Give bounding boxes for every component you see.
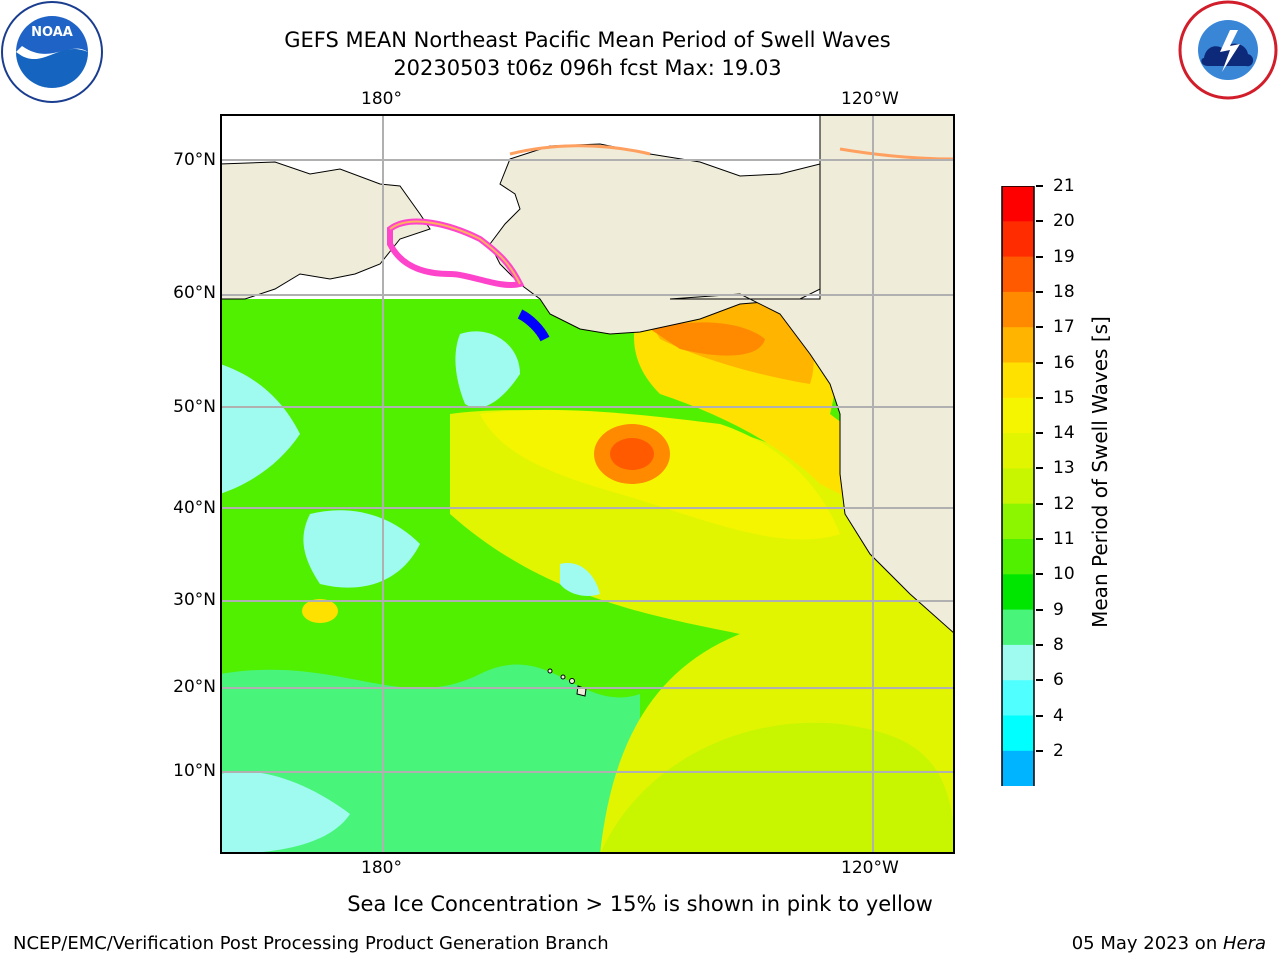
lon-label-bottom-120w: 120°W	[841, 858, 899, 878]
map-frame	[220, 114, 955, 854]
chart-subtitle: 20230503 t06z 096h fcst Max: 19.03	[393, 56, 782, 80]
colorbar-tick-mark	[1036, 714, 1043, 717]
lat-label-10n: 10°N	[173, 761, 216, 781]
lat-label-20n: 20°N	[173, 677, 216, 697]
colorbar-segment	[1002, 503, 1034, 540]
ice-note: Sea Ice Concentration > 15% is shown in …	[0, 892, 1280, 916]
colorbar-segment	[1002, 539, 1034, 575]
nws-logo	[1176, 0, 1280, 104]
colorbar-tick-mark	[1036, 255, 1043, 258]
colorbar-label: Mean Period of Swell Waves [s]	[1088, 316, 1112, 628]
field-period-18	[650, 322, 765, 356]
lon-label-bottom-180: 180°	[361, 858, 402, 878]
colorbar-tick-label: 2	[1053, 740, 1064, 761]
colorbar-tick-label: 6	[1053, 670, 1064, 691]
colorbar-tick-label: 21	[1053, 176, 1075, 196]
field-period-16-spot	[302, 599, 338, 623]
colorbar-segment	[1002, 574, 1034, 611]
lat-label-30n: 30°N	[173, 590, 216, 610]
colorbar-tick-label: 9	[1053, 599, 1064, 620]
colorbar-tick-label: 18	[1053, 281, 1075, 302]
chart-title: GEFS MEAN Northeast Pacific Mean Period …	[284, 28, 891, 52]
colorbar-segment	[1002, 291, 1034, 328]
colorbar-segment	[1002, 362, 1034, 399]
colorbar-tick-label: 16	[1053, 352, 1075, 373]
sea-ice-blue-patch	[517, 309, 550, 342]
land-siberia	[220, 161, 431, 300]
colorbar-segment	[1002, 680, 1034, 716]
svg-text:NOAA: NOAA	[31, 25, 73, 40]
colorbar-svg	[1000, 185, 1036, 851]
colorbar-tick-mark	[1036, 467, 1043, 470]
colorbar-tick-label: 4	[1053, 705, 1064, 726]
field-period-9-west	[220, 364, 300, 494]
field-period-19-core	[610, 438, 654, 470]
machine-name: Hera	[1222, 933, 1266, 954]
map-panel	[220, 114, 955, 854]
sea-ice-edge-bering-outer	[389, 220, 521, 285]
date-line: 05 May 2023 on Hera	[1072, 933, 1266, 954]
colorbar-tick-label: 8	[1053, 634, 1064, 655]
colorbar-tick-label: 12	[1053, 493, 1075, 514]
colorbar-tick-label: 20	[1053, 211, 1075, 232]
credit-line: NCEP/EMC/Verification Post Processing Pr…	[13, 933, 609, 954]
colorbar-segment	[1002, 468, 1034, 505]
colorbar-tick-mark	[1036, 432, 1043, 435]
colorbar-segment	[1002, 644, 1034, 681]
field-period-9-patch	[560, 563, 600, 596]
sea-ice-edge-arctic	[509, 144, 651, 156]
colorbar-tick-mark	[1036, 502, 1043, 505]
colorbar-tick-mark	[1036, 361, 1043, 364]
field-period-9-sw	[220, 771, 350, 854]
colorbar-segment	[1002, 327, 1034, 363]
colorbar-tick-mark	[1036, 749, 1043, 752]
colorbar-segment	[1002, 221, 1034, 258]
colorbar-segment	[1002, 715, 1034, 752]
lat-label-40n: 40°N	[173, 498, 216, 518]
lon-label-top-180: 180°	[361, 89, 402, 109]
colorbar-tick-label: 15	[1053, 387, 1075, 408]
land-north-america	[669, 114, 955, 635]
noaa-logo: NOAA	[0, 0, 104, 104]
colorbar-tick-mark	[1036, 326, 1043, 329]
ice-note-text: Sea Ice Concentration > 15% is shown in …	[347, 892, 933, 916]
colorbar-tick-label: 11	[1053, 529, 1075, 549]
field-period-9-aleutian	[455, 331, 520, 408]
date-text: 05 May 2023 on	[1071, 933, 1223, 954]
colorbar-segment	[1002, 256, 1034, 293]
lat-label-60n: 60°N	[173, 283, 216, 303]
colorbar-tick-label: 19	[1053, 246, 1075, 267]
field-period-9-central	[303, 510, 420, 588]
colorbar-segment	[1002, 750, 1034, 787]
colorbar-tick-mark	[1036, 643, 1043, 646]
colorbar-segment	[1002, 609, 1034, 646]
colorbar-tick-label: 10	[1053, 564, 1075, 585]
colorbar-segment	[1002, 433, 1034, 469]
colorbar-tick-label: 17	[1053, 317, 1075, 338]
map-svg	[220, 114, 955, 854]
lat-label-50n: 50°N	[173, 397, 216, 417]
colorbar-tick-label: 13	[1053, 458, 1075, 479]
colorbar-tick-mark	[1036, 608, 1043, 611]
colorbar-tick-mark	[1036, 396, 1043, 399]
colorbar-tick-mark	[1036, 573, 1043, 576]
colorbar-tick-mark	[1036, 538, 1043, 540]
colorbar-tick-mark	[1036, 185, 1043, 187]
colorbar-tick-label: 14	[1053, 423, 1075, 444]
colorbar	[1000, 185, 1036, 851]
sea-ice-edge-arctic-east	[839, 147, 955, 161]
lon-label-top-120w: 120°W	[841, 89, 899, 109]
colorbar-segment	[1002, 397, 1034, 434]
colorbar-tick-mark	[1036, 679, 1043, 682]
graticule	[220, 114, 955, 854]
field-mid-period-se	[600, 722, 955, 854]
colorbar-tick-mark	[1036, 290, 1043, 293]
colorbar-tick-mark	[1036, 220, 1043, 223]
lat-label-70n: 70°N	[173, 150, 216, 170]
colorbar-segment	[1002, 186, 1034, 222]
